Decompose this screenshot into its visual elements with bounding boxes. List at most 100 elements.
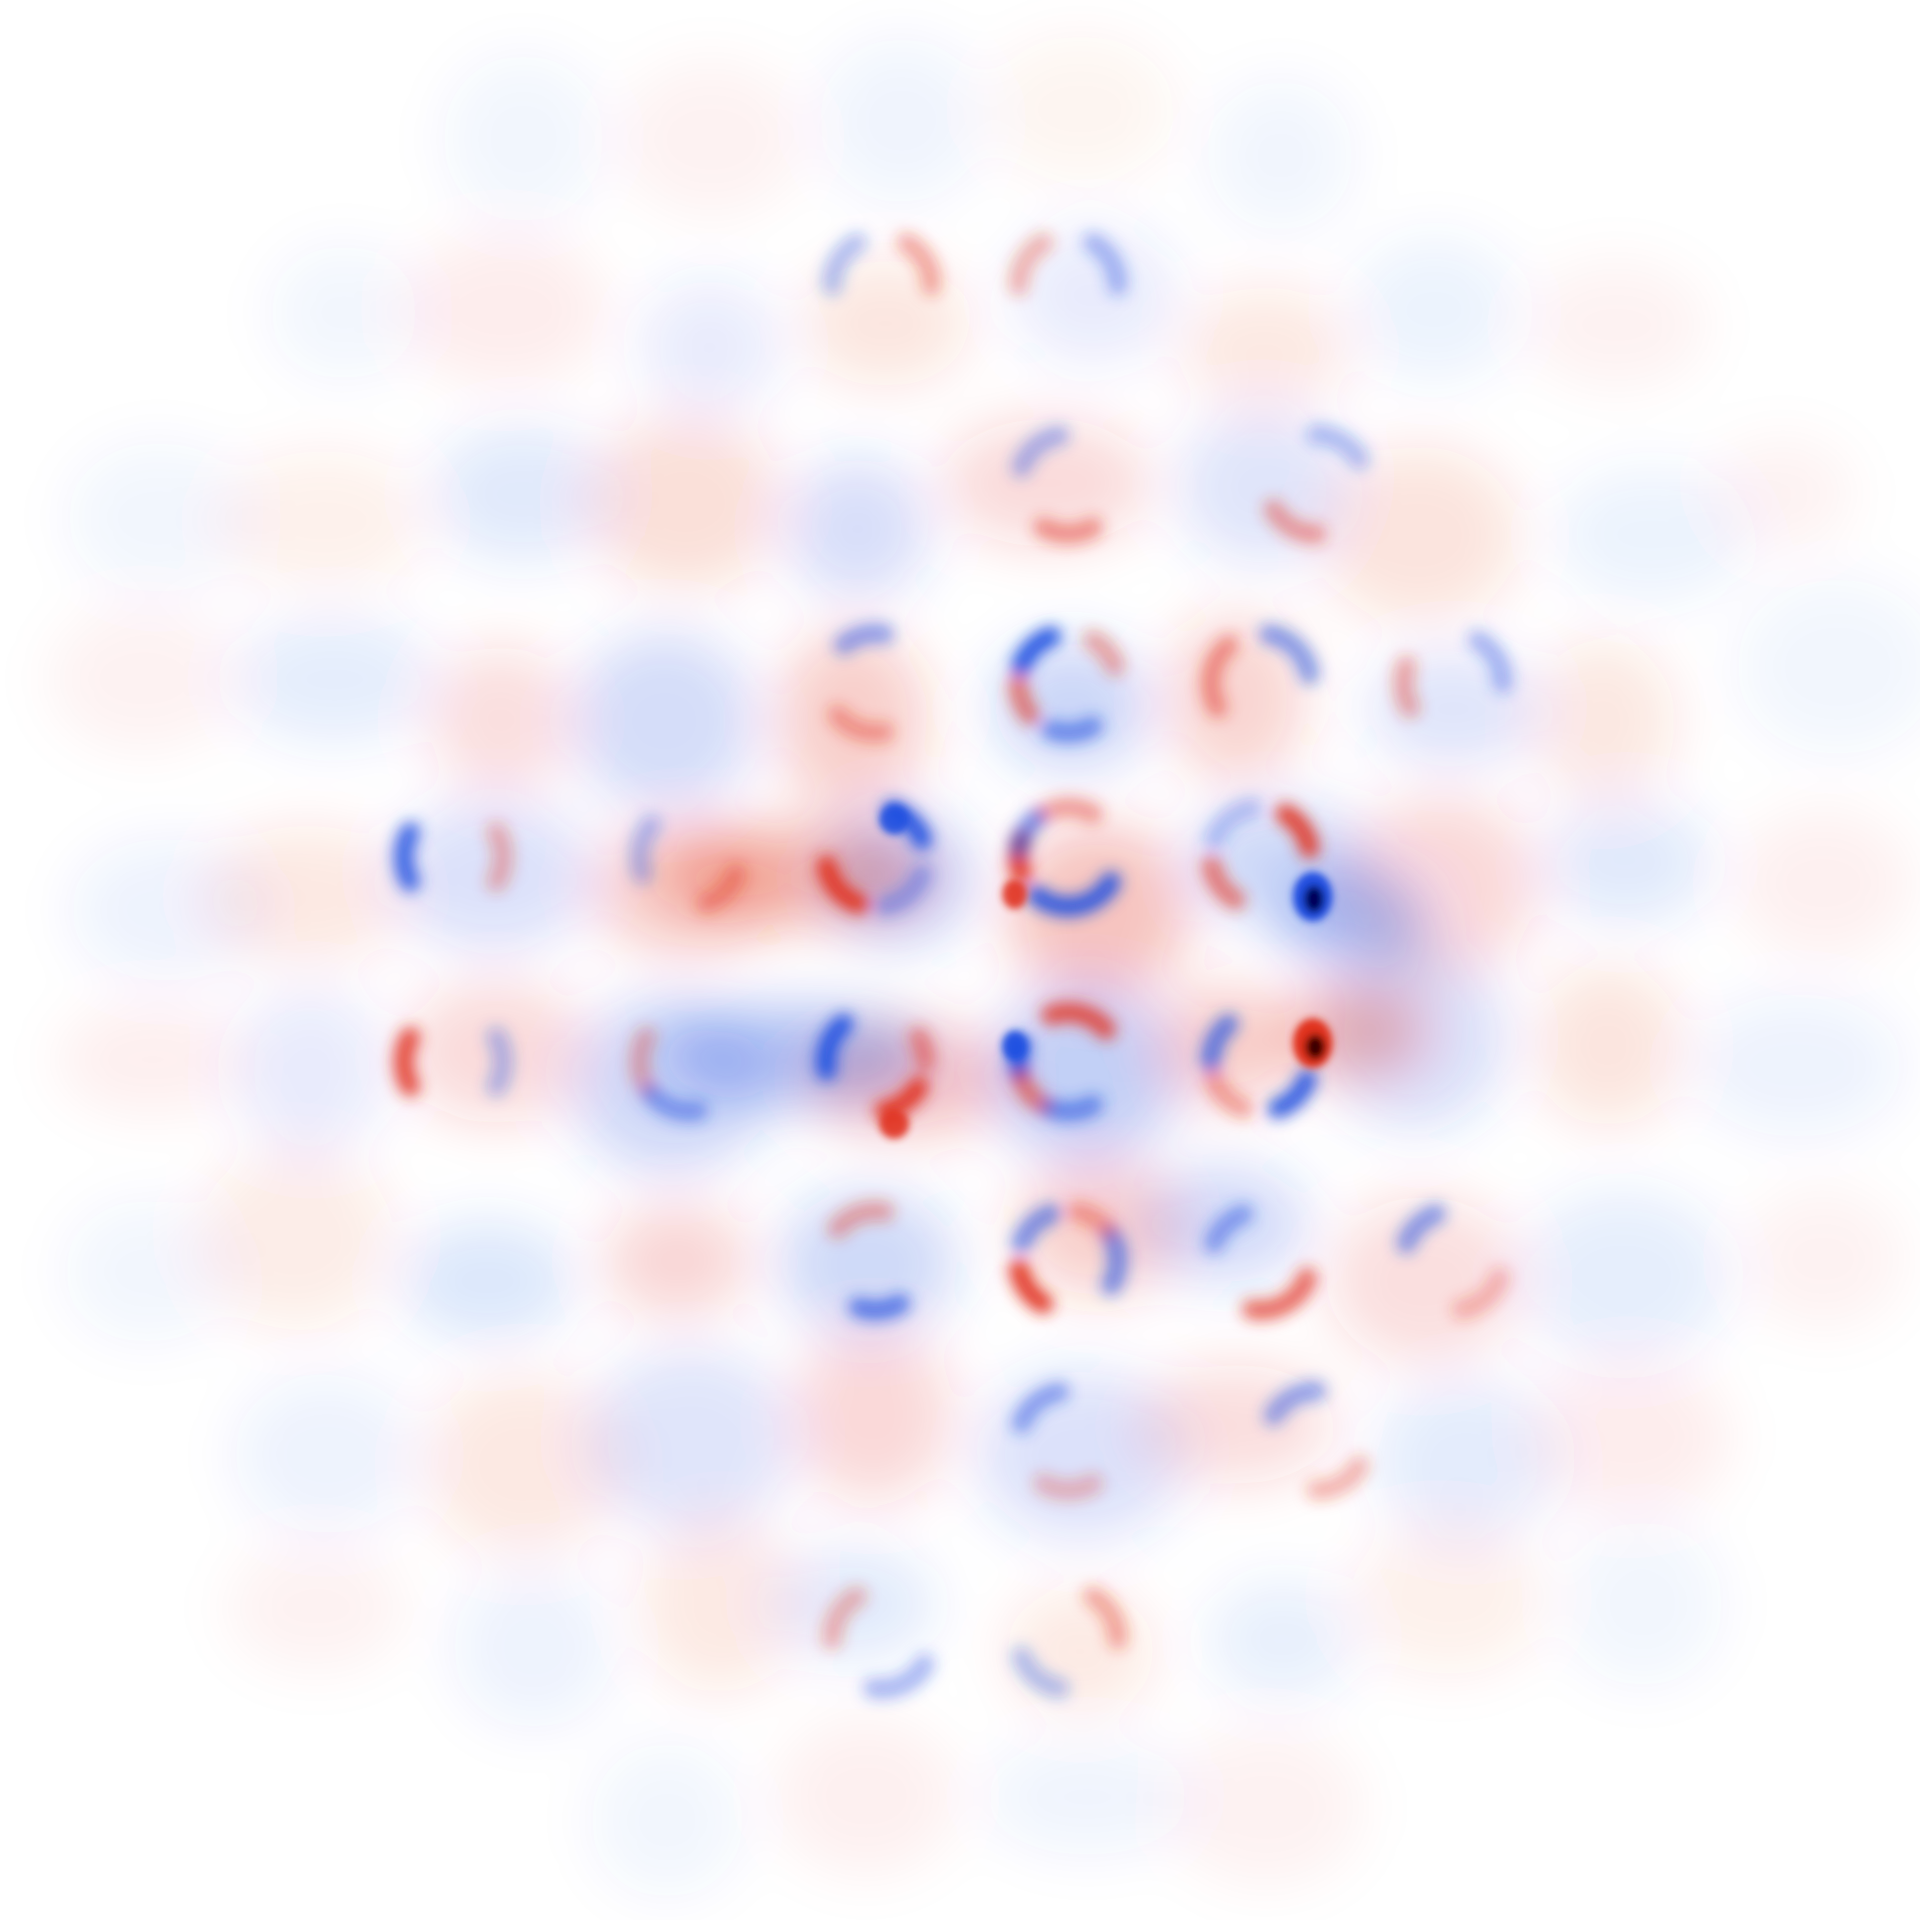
arc xyxy=(874,1076,929,1121)
arc xyxy=(1203,1203,1254,1254)
lobe xyxy=(1011,226,1176,364)
arc xyxy=(1203,1068,1254,1119)
lobe xyxy=(1168,1726,1364,1888)
lobe xyxy=(401,233,608,387)
lobe xyxy=(590,1742,744,1898)
arc xyxy=(896,232,942,296)
lobe xyxy=(587,413,783,592)
arc xyxy=(1396,1203,1446,1254)
arc xyxy=(833,623,895,655)
spot xyxy=(1002,879,1028,910)
arc xyxy=(1011,1646,1070,1699)
lobe xyxy=(428,645,575,795)
lobe xyxy=(1352,237,1517,382)
lobe xyxy=(1711,437,1854,550)
lobe xyxy=(1561,1521,1724,1687)
lobe xyxy=(986,35,1175,183)
arc xyxy=(1203,798,1262,850)
lobe xyxy=(617,59,806,219)
lobe xyxy=(233,614,436,744)
ring-arcs xyxy=(393,232,1513,1699)
lobe xyxy=(1736,578,1920,755)
lobe xyxy=(431,424,613,563)
lobe xyxy=(226,1542,407,1673)
arc xyxy=(1451,1267,1510,1320)
lobe xyxy=(587,1347,796,1533)
lobe xyxy=(234,987,387,1154)
arc xyxy=(1033,517,1103,544)
arc xyxy=(1263,1381,1327,1426)
lobe xyxy=(1207,80,1354,231)
spot xyxy=(1002,1030,1028,1061)
lobe xyxy=(1006,824,1191,1001)
arc xyxy=(1201,855,1246,910)
arc xyxy=(1041,1094,1103,1122)
lobe xyxy=(639,280,781,413)
lobe xyxy=(1166,614,1307,785)
lobe xyxy=(1349,1518,1548,1675)
arc xyxy=(1306,424,1370,470)
arc xyxy=(629,1027,657,1097)
lobe xyxy=(1531,964,1684,1127)
lobe xyxy=(442,54,605,223)
arc xyxy=(1200,1013,1239,1072)
arc xyxy=(908,1027,936,1072)
lobe xyxy=(219,450,427,592)
arc xyxy=(1041,716,1103,743)
lobe xyxy=(47,604,240,753)
arc xyxy=(1082,1586,1128,1650)
lobe xyxy=(1374,1376,1559,1542)
arc xyxy=(827,1201,895,1239)
arc xyxy=(1066,1201,1117,1239)
arc xyxy=(822,1586,867,1650)
arc xyxy=(393,1027,421,1097)
arc xyxy=(1467,630,1513,693)
arc xyxy=(1011,425,1070,478)
lobe xyxy=(67,442,252,593)
lobe xyxy=(1529,639,1676,804)
lobe xyxy=(1326,1196,1522,1366)
band xyxy=(658,1005,932,1106)
lobe xyxy=(453,1565,615,1729)
arc xyxy=(1241,1267,1318,1321)
arc xyxy=(1101,1225,1128,1296)
lobe xyxy=(774,1716,958,1876)
arc xyxy=(1011,1068,1054,1115)
arc xyxy=(629,815,662,884)
lobe xyxy=(1366,651,1540,766)
lobe xyxy=(1540,800,1711,925)
lobe xyxy=(1177,287,1353,412)
arc xyxy=(863,1654,935,1699)
arc xyxy=(1033,1473,1103,1501)
lobe xyxy=(400,1220,575,1342)
lobe xyxy=(1734,808,1913,958)
arc xyxy=(486,1027,513,1097)
arc xyxy=(1008,232,1054,296)
arc xyxy=(1009,1259,1054,1314)
arc xyxy=(874,863,933,916)
arc xyxy=(816,1013,854,1081)
arc xyxy=(1011,626,1061,676)
lobe xyxy=(572,630,757,812)
lobe xyxy=(56,1002,249,1117)
spot xyxy=(879,1109,910,1139)
lobe xyxy=(1207,1579,1357,1700)
core-spots xyxy=(879,804,1333,1139)
arc xyxy=(393,822,421,892)
lobe xyxy=(64,1199,231,1343)
arc xyxy=(1275,803,1320,859)
arc xyxy=(822,232,867,296)
lobe xyxy=(819,38,984,203)
arc xyxy=(1009,808,1047,859)
lobe xyxy=(989,984,1180,1164)
arc xyxy=(1041,1002,1117,1040)
arc xyxy=(486,822,513,892)
arc xyxy=(827,705,895,743)
arc xyxy=(1259,624,1320,685)
lobe xyxy=(1554,468,1748,601)
background-lobes xyxy=(47,35,1920,1898)
lobe xyxy=(233,1374,421,1534)
lobe xyxy=(269,245,418,380)
